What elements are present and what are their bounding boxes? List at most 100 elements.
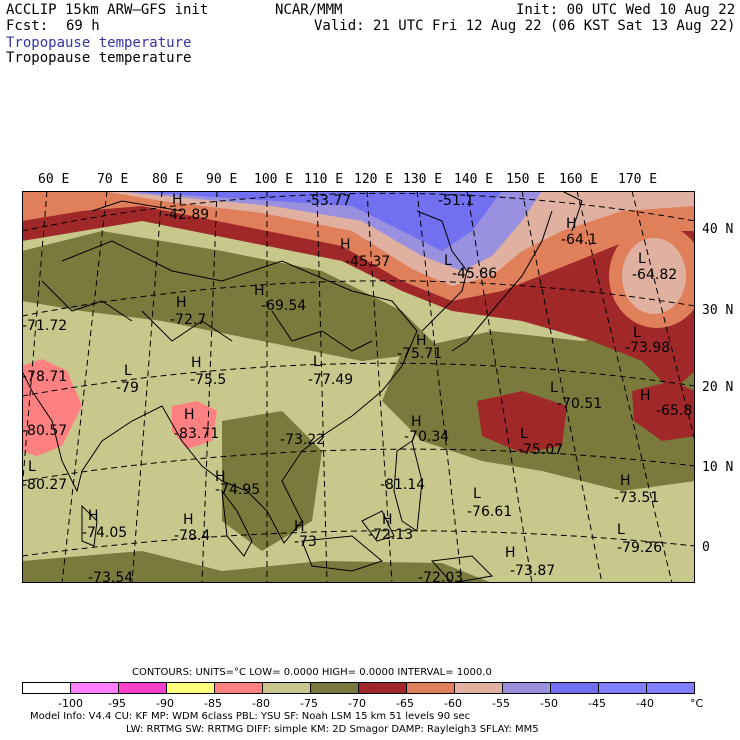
extremum-marker: H	[620, 473, 631, 489]
extremum-value: -73.87	[510, 563, 556, 579]
legend-swatch	[166, 682, 215, 694]
extremum-value: -71.72	[22, 318, 68, 334]
extremum-value: -70.51	[557, 396, 603, 412]
legend-unit: °C	[690, 697, 704, 710]
legend-tick: -45	[588, 697, 606, 710]
extremum-marker: H	[294, 519, 305, 535]
legend-swatch	[358, 682, 407, 694]
field-band-m70-m65	[632, 381, 695, 441]
extremum-value: -80.27	[22, 477, 68, 493]
field-band-m75-m70	[22, 231, 442, 361]
extremum-marker: H	[215, 469, 226, 485]
extremum-value: -75.5	[190, 372, 227, 388]
field-band-m75-m70	[222, 411, 322, 551]
extremum-marker: H	[382, 512, 393, 528]
lon-label: 160 E	[559, 172, 599, 187]
lat-label: 40 N	[702, 222, 734, 237]
extremum-value: -75.71	[397, 346, 443, 362]
extremum-marker: H	[640, 388, 651, 404]
extremum-marker: L	[633, 325, 641, 341]
extremum-value: -78.71	[22, 369, 68, 385]
field-title-blue: Tropopause temperature	[6, 35, 192, 51]
extremum-marker: L	[124, 363, 132, 379]
legend-tick: -55	[492, 697, 510, 710]
map-frame	[22, 191, 695, 583]
lon-label: 60 E	[38, 172, 70, 187]
lon-label: 90 E	[206, 172, 238, 187]
legend-tick: -60	[444, 697, 462, 710]
extremum-value: -77.49	[308, 372, 354, 388]
extremum-marker: L	[638, 251, 646, 267]
extremum-value: -45.37	[345, 254, 391, 270]
extremum-value: -72.03	[418, 570, 464, 586]
extremum-marker: H	[411, 414, 422, 430]
center-label: NCAR/MMM	[275, 2, 343, 18]
legend-swatch	[502, 682, 551, 694]
extremum-value: -74.95	[215, 482, 261, 498]
legend-tick: -85	[204, 697, 222, 710]
legend-swatch	[118, 682, 167, 694]
lon-label: 150 E	[506, 172, 546, 187]
extremum-marker: H	[566, 216, 577, 232]
legend-swatch	[646, 682, 695, 694]
extremum-value: -51.1	[438, 193, 475, 209]
extremum-marker: H	[254, 283, 265, 299]
init-time: Init: 00 UTC Wed 10 Aug 22	[516, 2, 736, 18]
legend-swatch	[22, 682, 71, 694]
extremum-value: -65.8	[656, 403, 693, 419]
coastlines	[22, 191, 583, 583]
lon-label: 170 E	[618, 172, 658, 187]
legend-tick: -50	[540, 697, 558, 710]
extremum-value: -73.54	[88, 570, 134, 586]
legend-swatch	[454, 682, 503, 694]
extremum-marker: H	[191, 355, 202, 371]
extremum-value: -73	[294, 534, 317, 550]
extremum-marker: L	[617, 522, 625, 538]
extremum-value: -80.57	[22, 423, 68, 439]
extremum-marker: H	[183, 512, 194, 528]
legend-tick: -95	[108, 697, 126, 710]
extremum-marker: H	[505, 545, 516, 561]
lat-label: 10 N	[702, 460, 734, 475]
field-title: Tropopause temperature	[6, 50, 192, 66]
extremum-value: -69.54	[261, 298, 307, 314]
legend-tick: -75	[300, 697, 318, 710]
model-info-line-2: LW: RRTMG SW: RRTMG DIFF: simple KM: 2D …	[126, 724, 539, 735]
extremum-value: -73.22	[280, 432, 326, 448]
tropopause-temperature-map	[22, 191, 695, 583]
model-title: ACCLIP 15km ARW–GFS init	[6, 2, 209, 18]
legend-tick: -100	[58, 697, 83, 710]
extremum-value: -73.51	[614, 490, 660, 506]
extremum-marker: H	[176, 295, 187, 311]
legend-swatch	[550, 682, 599, 694]
extremum-value: -72.7	[170, 312, 207, 328]
lon-label: 120 E	[354, 172, 394, 187]
lon-label: 140 E	[454, 172, 494, 187]
extremum-marker: H	[88, 508, 99, 524]
extremum-marker: L	[473, 486, 481, 502]
field-band-m85-m80	[22, 359, 82, 456]
legend-swatch	[406, 682, 455, 694]
extremum-value: -76.61	[467, 504, 513, 520]
legend-tick: -90	[156, 697, 174, 710]
field-band-m60-m55	[622, 238, 686, 314]
extremum-value: -70.34	[404, 429, 450, 445]
extremum-marker: L	[313, 354, 321, 370]
extremum-value: -64.82	[632, 267, 678, 283]
field-band-m75-m70	[22, 551, 492, 583]
fcst-label: Fcst:	[6, 18, 49, 34]
extremum-value: -45.86	[452, 266, 498, 282]
extremum-value: -78.4	[174, 528, 211, 544]
legend-tick: -80	[252, 697, 270, 710]
extremum-marker: L	[28, 459, 36, 475]
legend-swatch	[214, 682, 263, 694]
legend-tick: -65	[396, 697, 414, 710]
model-info-line-1: Model Info: V4.4 CU: KF MP: WDM 6class P…	[30, 711, 471, 722]
extremum-value: -53.77	[306, 193, 352, 209]
extremum-marker: H	[340, 237, 351, 253]
lon-label: 100 E	[254, 172, 294, 187]
lon-label: 70 E	[97, 172, 129, 187]
legend-swatch	[598, 682, 647, 694]
extremum-marker: H	[184, 407, 195, 423]
extremum-value: -42.89	[164, 207, 210, 223]
